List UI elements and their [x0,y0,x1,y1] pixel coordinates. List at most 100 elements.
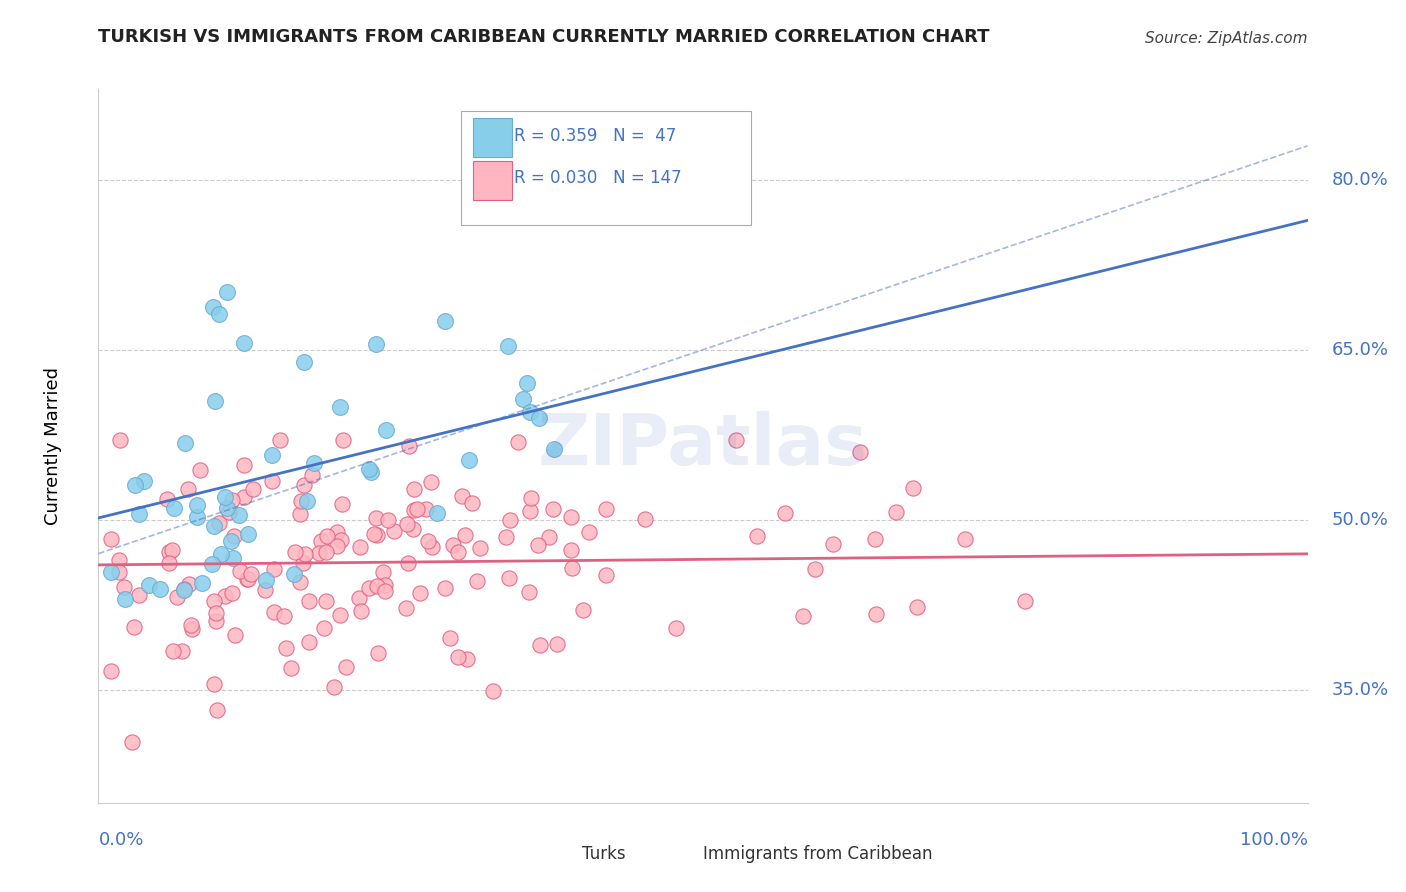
Point [128,588,150,602]
Point [495,530,517,544]
Point [350,604,373,618]
Point [124,478,146,492]
Point [180,618,202,632]
Point [208,516,231,531]
Point [745,529,768,543]
Point [242,482,264,496]
Point [561,561,583,575]
Text: R = 0.030   N = 147: R = 0.030 N = 147 [515,169,682,187]
Point [409,586,432,600]
Point [263,561,285,575]
Point [181,622,204,636]
Point [335,659,357,673]
Text: 80.0%: 80.0% [1331,170,1389,189]
Point [284,545,307,559]
Point [326,525,349,540]
Text: 100.0%: 100.0% [1240,831,1308,849]
Text: ZIPatlas: ZIPatlas [538,411,868,481]
Point [595,568,617,582]
Point [415,501,437,516]
Point [884,504,907,518]
Point [292,478,315,492]
Point [157,556,180,570]
Point [481,683,503,698]
Point [290,575,312,590]
Point [110,434,132,448]
Point [315,594,337,608]
Text: Currently Married: Currently Married [44,367,62,525]
Point [205,703,228,717]
Point [280,661,302,675]
Point [316,528,339,542]
Text: 50.0%: 50.0% [1331,510,1389,529]
Point [1014,594,1036,608]
Point [447,545,470,559]
Point [595,502,617,516]
Point [215,501,238,516]
Point [132,474,155,488]
Point [326,539,349,553]
Point [202,518,225,533]
Point [439,631,461,645]
Point [543,442,565,457]
Point [395,516,418,531]
Text: 35.0%: 35.0% [1331,681,1389,698]
Point [546,637,568,651]
Point [426,506,449,520]
Point [516,376,538,390]
Text: Turks: Turks [582,846,626,863]
Point [465,574,488,588]
Point [804,562,827,576]
Point [441,537,464,551]
Point [849,445,872,459]
Point [233,491,256,505]
Point [298,635,321,649]
Point [454,528,477,542]
Point [208,307,231,321]
Point [254,573,277,587]
Text: R = 0.359   N =  47: R = 0.359 N = 47 [515,127,676,145]
Point [191,576,214,591]
Point [420,540,443,554]
Text: TURKISH VS IMMIGRANTS FROM CARIBBEAN CURRENTLY MARRIED CORRELATION CHART: TURKISH VS IMMIGRANTS FROM CARIBBEAN CUR… [98,29,990,46]
Point [149,582,172,596]
Point [262,474,284,488]
Point [330,497,353,511]
Point [905,600,928,615]
Point [357,581,380,595]
Point [315,545,337,559]
Point [416,533,439,548]
Point [173,582,195,597]
Point [294,547,316,561]
Point [330,533,353,547]
Point [240,567,263,582]
Point [347,591,370,606]
Point [529,638,551,652]
Point [447,650,470,665]
Point [314,621,336,635]
Point [527,538,550,552]
Point [214,589,236,603]
Point [519,504,541,518]
Point [260,448,283,462]
Point [201,558,224,572]
Text: Source: ZipAtlas.com: Source: ZipAtlas.com [1144,31,1308,46]
Point [458,452,481,467]
Point [224,529,246,543]
Text: 0.0%: 0.0% [98,831,143,849]
Point [792,609,814,624]
Point [273,609,295,624]
Point [233,335,256,350]
Point [214,491,236,505]
Text: Immigrants from Caribbean: Immigrants from Caribbean [703,846,932,863]
Point [221,586,243,600]
Point [366,511,388,525]
Point [404,503,426,517]
Point [221,534,243,549]
Point [190,463,212,477]
Point [366,528,388,542]
Point [229,565,252,579]
Point [456,652,478,666]
Point [396,557,419,571]
Point [174,436,197,450]
